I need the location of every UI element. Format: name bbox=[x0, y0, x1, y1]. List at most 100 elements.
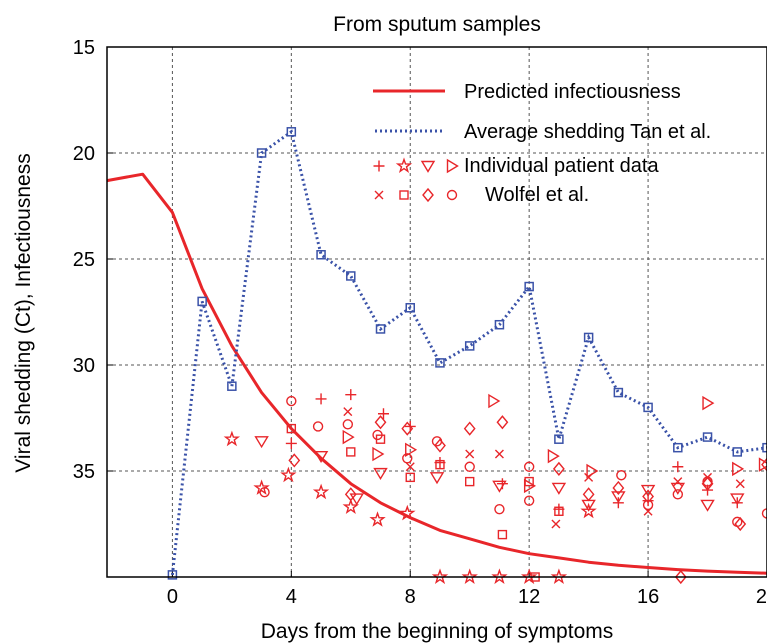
patient-point-tri-down bbox=[373, 467, 388, 480]
legend-patient-markers bbox=[373, 157, 459, 203]
legend-marker-square bbox=[399, 190, 409, 200]
patient-point-square bbox=[286, 423, 297, 434]
patient-point-diamond bbox=[374, 415, 387, 430]
patient-point-tri-down bbox=[551, 482, 567, 495]
patient-point-tri-right bbox=[372, 446, 385, 462]
patient-point-star bbox=[253, 479, 270, 495]
tan-point bbox=[227, 381, 237, 391]
patient-point-plus bbox=[315, 393, 327, 405]
legend-patients-label-line2: Wolfel et al. bbox=[485, 184, 589, 206]
tan-point bbox=[375, 324, 386, 334]
patient-point-tri-down bbox=[640, 484, 656, 497]
tan-point bbox=[435, 358, 445, 368]
patient-point-tri-right bbox=[547, 448, 560, 464]
y-tick-label: 35 bbox=[73, 461, 95, 483]
tan-point bbox=[613, 387, 624, 398]
x-tick-label: 0 bbox=[167, 586, 178, 608]
patient-point-diamond bbox=[401, 421, 414, 436]
x-tick-label: 4 bbox=[286, 586, 297, 608]
patient-point-circle bbox=[259, 487, 270, 498]
patient-point-circle bbox=[761, 508, 767, 519]
patient-point-tri-down bbox=[730, 493, 745, 506]
patient-point-tri-right bbox=[488, 393, 501, 409]
patient-point-tri-down bbox=[313, 450, 329, 464]
patient-point-star bbox=[491, 568, 508, 585]
x-tick-label: 12 bbox=[518, 586, 540, 608]
patient-point-star bbox=[342, 498, 360, 515]
x-axis-label: Days from the beginning of symptoms bbox=[261, 620, 614, 643]
tan-point bbox=[583, 332, 594, 343]
patient-point-diamond bbox=[434, 438, 446, 453]
y-tick-label: 25 bbox=[73, 249, 95, 271]
patient-point-plus bbox=[731, 497, 743, 509]
x-tick-label: 8 bbox=[405, 586, 416, 608]
patient-point-cross bbox=[551, 519, 561, 529]
patient-point-tri-down bbox=[492, 480, 507, 493]
patient-point-tri-down bbox=[349, 493, 364, 506]
patient-point-tri-down bbox=[611, 491, 626, 504]
patient-point-tri-down bbox=[429, 472, 445, 485]
patient-point-circle bbox=[312, 421, 324, 432]
patient-point-circle bbox=[494, 503, 505, 515]
tan-point bbox=[286, 127, 297, 137]
patient-point-tri-down bbox=[581, 499, 596, 512]
tan-point bbox=[673, 442, 683, 453]
patient-point-star bbox=[399, 504, 416, 521]
patient-point-cross bbox=[584, 472, 594, 482]
patient-point-diamond bbox=[552, 461, 565, 476]
patient-point-diamond bbox=[612, 480, 625, 496]
legend-predicted-label: Predicted infectiousness bbox=[464, 81, 681, 103]
chart-title: From sputum samples bbox=[333, 13, 541, 36]
patient-point-circle bbox=[286, 395, 297, 407]
patient-point-square bbox=[375, 434, 386, 444]
patient-point-plus bbox=[345, 389, 357, 401]
tan-point bbox=[346, 271, 356, 281]
patient-point-cross bbox=[494, 449, 504, 459]
patient-point-diamond bbox=[761, 457, 767, 472]
y-tick-label: 20 bbox=[73, 143, 95, 165]
y-tick-label: 15 bbox=[73, 37, 95, 59]
patient-point-diamond bbox=[496, 415, 509, 430]
series-predicted-infectiousness-line bbox=[106, 172, 767, 575]
tan-point bbox=[464, 341, 475, 351]
patient-point-star bbox=[280, 466, 297, 483]
patient-point-circle bbox=[523, 495, 535, 506]
tan-point bbox=[256, 148, 267, 158]
patient-point-diamond bbox=[463, 421, 476, 436]
tan-point bbox=[524, 281, 534, 292]
legend-tan-label: Average shedding Tan et al. bbox=[464, 121, 711, 143]
patient-point-cross bbox=[735, 479, 745, 489]
patient-point-plus bbox=[672, 461, 684, 473]
legend-marker-plus bbox=[373, 160, 385, 172]
legend-marker-star bbox=[395, 157, 413, 174]
x-tick-label: 16 bbox=[637, 586, 659, 608]
plot-frame bbox=[106, 46, 767, 578]
patient-point-cross bbox=[465, 449, 475, 459]
legend-marker-diamond bbox=[422, 187, 434, 203]
patient-point-tri-right bbox=[405, 442, 418, 458]
patient-point-circle bbox=[642, 499, 654, 511]
patient-point-square bbox=[405, 472, 415, 483]
tan-point bbox=[554, 434, 564, 444]
legend-marker-tri-down bbox=[420, 160, 436, 173]
patient-point-star bbox=[312, 483, 330, 500]
tan-point bbox=[167, 570, 178, 580]
patient-point-star bbox=[550, 568, 568, 585]
tan-point bbox=[197, 296, 207, 307]
patient-point-square bbox=[497, 529, 508, 540]
patient-points bbox=[223, 389, 767, 585]
patient-point-star bbox=[369, 511, 386, 527]
tan-point bbox=[702, 432, 713, 442]
patient-point-tri-down bbox=[700, 499, 715, 512]
legend-marker-tri-right bbox=[446, 158, 459, 174]
patient-point-cross bbox=[673, 477, 683, 487]
patient-point-cross bbox=[405, 462, 415, 472]
patient-point-star bbox=[223, 430, 241, 447]
patient-point-circle bbox=[464, 461, 475, 472]
patient-point-diamond bbox=[734, 516, 747, 532]
patient-point-square bbox=[346, 447, 356, 457]
patient-point-tri-right bbox=[523, 478, 537, 494]
patient-point-square bbox=[465, 476, 475, 487]
patient-point-tri-down bbox=[670, 482, 686, 495]
